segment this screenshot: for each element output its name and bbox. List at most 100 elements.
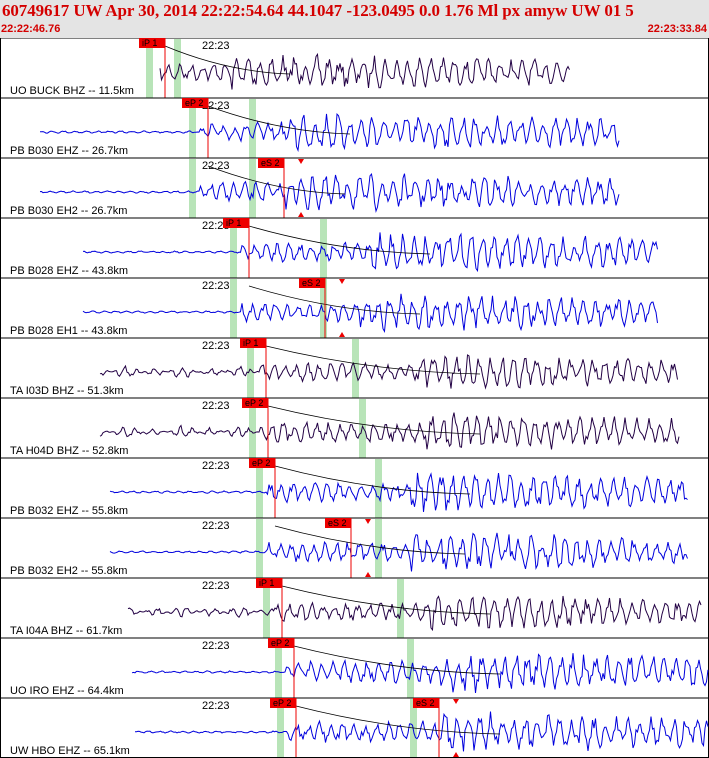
- arrival-window: [397, 579, 404, 638]
- waveform-trace: [82, 232, 658, 273]
- waveform-trace: [109, 532, 688, 572]
- arrival-window: [249, 99, 256, 158]
- trace-panel[interactable]: 22:23 eS 2 PB B028 EH1 -- 43.8km: [0, 277, 709, 338]
- p-pick-label: eP 2: [273, 698, 291, 708]
- p-pick-flag[interactable]: [139, 38, 165, 48]
- coda-curve: [265, 345, 481, 375]
- coda-curve: [267, 405, 481, 435]
- trace-panel[interactable]: 22:23 eS 2 PB B032 EH2 -- 55.8km: [0, 517, 709, 578]
- p-pick-label: eP 2: [252, 458, 270, 468]
- station-label: PB B030 EHZ -- 26.7km: [10, 145, 128, 157]
- coda-curve: [164, 45, 291, 75]
- s-pick-flag[interactable]: [258, 158, 284, 168]
- trace-panel[interactable]: 22:23 iP 1 TA I04A BHZ -- 61.7km: [0, 577, 709, 638]
- s-arrival-triangle: [453, 699, 459, 704]
- s-arrival-triangle: [339, 332, 345, 337]
- p-pick-label: iP 1: [243, 338, 258, 348]
- station-label: PB B030 EH2 -- 26.7km: [10, 205, 127, 217]
- station-label: UO IRO EHZ -- 64.4km: [10, 685, 124, 697]
- trace-panel[interactable]: 22:23 iP 1 UO BUCK BHZ -- 11.5km: [0, 38, 709, 98]
- coda-curve: [207, 165, 346, 195]
- trace-panel[interactable]: 22:23 eS 2 PB B030 EH2 -- 26.7km: [0, 157, 709, 218]
- arrival-window: [256, 459, 263, 518]
- s-arrival-triangle: [298, 159, 304, 164]
- station-label: UO BUCK BHZ -- 11.5km: [10, 85, 134, 97]
- s-pick-label: eS 2: [328, 518, 347, 528]
- arrival-window: [249, 399, 256, 458]
- arrival-window: [352, 339, 359, 398]
- waveform-trace: [99, 354, 678, 390]
- p-pick-label: iP 1: [142, 38, 157, 48]
- coda-curve: [281, 585, 491, 615]
- arrival-window: [249, 159, 256, 218]
- p-pick-flag[interactable]: [268, 638, 294, 648]
- p-pick-label: iP 1: [259, 578, 274, 588]
- event-title: 60749617 UW Apr 30, 2014 22:22:54.64 44.…: [2, 1, 634, 20]
- coda-curve: [248, 285, 421, 315]
- time-tick-label: 22:23: [202, 160, 230, 172]
- p-pick-flag[interactable]: [270, 698, 296, 708]
- time-tick-label: 22:23: [202, 580, 230, 592]
- p-pick-flag[interactable]: [242, 398, 268, 408]
- station-label: PB B032 EH2 -- 55.8km: [10, 565, 127, 577]
- waveform-trace: [131, 653, 709, 694]
- station-label: PB B028 EH1 -- 43.8km: [10, 325, 127, 337]
- station-label: PB B032 EHZ -- 55.8km: [10, 505, 128, 517]
- station-label: TA I04A BHZ -- 61.7km: [10, 625, 122, 637]
- arrival-window: [189, 159, 196, 218]
- arrival-window: [247, 339, 254, 398]
- arrival-window: [375, 459, 382, 518]
- time-tick-label: 22:23: [202, 220, 230, 232]
- trace-panel[interactable]: 22:23 iP 1 TA I03D BHZ -- 51.3km: [0, 337, 709, 398]
- p-pick-flag[interactable]: [249, 458, 275, 468]
- p-pick-flag[interactable]: [182, 98, 208, 108]
- waveform-trace: [159, 52, 570, 90]
- p-pick-label: eP 2: [185, 98, 203, 108]
- waveform-trace: [109, 472, 688, 512]
- p-pick-flag[interactable]: [223, 218, 249, 228]
- arrival-window: [256, 519, 263, 578]
- p-pick-flag[interactable]: [256, 578, 282, 588]
- station-label: TA H04D BHZ -- 52.8km: [10, 445, 128, 457]
- coda-curve: [295, 705, 501, 735]
- time-tick-label: 22:23: [202, 340, 230, 352]
- p-pick-flag[interactable]: [240, 338, 266, 348]
- time-tick-label: 22:23: [202, 280, 230, 292]
- waveform-trace: [39, 112, 620, 153]
- s-pick-flag[interactable]: [299, 278, 325, 288]
- waveform-trace: [39, 172, 620, 214]
- arrival-window: [230, 219, 237, 278]
- time-tick-label: 22:23: [202, 700, 230, 712]
- trace-panel[interactable]: 22:23 eP 2 eS 2 UW HBO EHZ -- 65.1km: [0, 697, 709, 758]
- event-header: 60749617 UW Apr 30, 2014 22:22:54.64 44.…: [0, 0, 709, 38]
- coda-curve: [293, 645, 501, 675]
- s-arrival-triangle: [298, 212, 304, 217]
- waveform-trace: [99, 412, 680, 450]
- p-pick-label: eP 2: [271, 638, 289, 648]
- arrival-window: [320, 279, 327, 338]
- s-pick-flag[interactable]: [413, 698, 439, 708]
- station-label: PB B028 EHZ -- 43.8km: [10, 265, 128, 277]
- arrival-window: [277, 699, 284, 758]
- waveform-trace: [135, 711, 709, 752]
- p-pick-label: iP 1: [226, 218, 241, 228]
- time-tick-label: 22:23: [202, 100, 230, 112]
- coda-curve: [274, 525, 466, 555]
- s-pick-flag[interactable]: [325, 518, 351, 528]
- p-pick-label: eP 2: [245, 398, 263, 408]
- time-tick-label: 22:23: [202, 640, 230, 652]
- s-arrival-triangle: [453, 752, 459, 757]
- waveform-trace: [82, 293, 658, 334]
- arrival-window: [275, 639, 282, 698]
- trace-panel[interactable]: 22:23 eP 2 PB B032 EHZ -- 55.8km: [0, 457, 709, 518]
- s-pick-label: eS 2: [416, 698, 435, 708]
- arrival-window: [375, 519, 382, 578]
- trace-panel[interactable]: 22:23 eP 2 UO IRO EHZ -- 64.4km: [0, 637, 709, 698]
- trace-panel[interactable]: 22:23 eP 2 TA H04D BHZ -- 52.8km: [0, 397, 709, 458]
- s-pick-label: eS 2: [302, 278, 321, 288]
- arrival-window: [189, 99, 196, 158]
- coda-curve: [248, 225, 431, 255]
